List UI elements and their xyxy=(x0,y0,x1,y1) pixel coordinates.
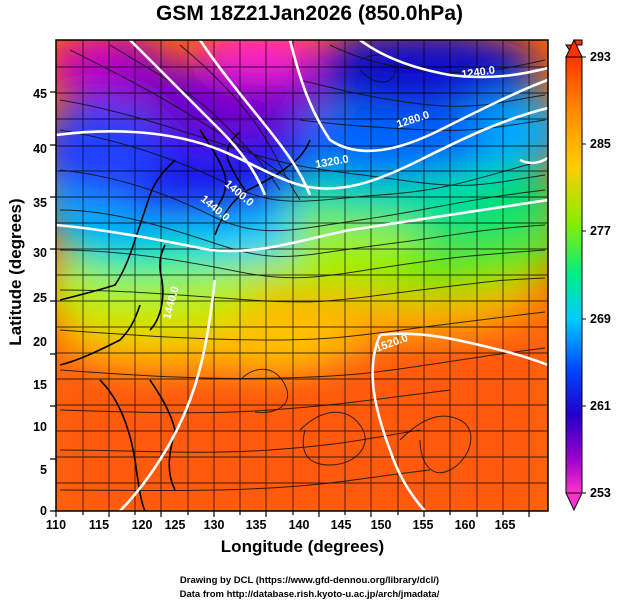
y-axis-label: Latitude (degrees) xyxy=(6,198,25,346)
colorbar-tick-label: 253 xyxy=(590,486,611,500)
plot-title: GSM 18Z21Jan2026 (850.0hPa) xyxy=(155,2,463,25)
y-tick-label: 40 xyxy=(33,142,47,156)
colorbar: 293 285 277 269 261 253 xyxy=(565,38,611,512)
y-tick-label: 10 xyxy=(33,420,47,434)
x-tick-label: 165 xyxy=(495,518,516,532)
data-credit: Data from http://database.rish.kyoto-u.a… xyxy=(179,589,440,600)
x-tick-label: 120 xyxy=(132,518,153,532)
x-tick-label: 135 xyxy=(246,518,267,532)
streamlines xyxy=(59,44,546,491)
x-tick-label: 130 xyxy=(204,518,225,532)
y-tick-label: 45 xyxy=(33,87,47,101)
contour-label: 1240.0 xyxy=(461,64,496,81)
y-tick-label: 25 xyxy=(33,291,47,305)
colorbar-tick-label: 269 xyxy=(590,312,611,326)
x-axis-label: Longitude (degrees) xyxy=(220,537,385,556)
x-tick-label: 150 xyxy=(371,518,392,532)
x-tick-label: 140 xyxy=(289,518,310,532)
y-tick-label: 20 xyxy=(33,335,47,349)
colorbar-gradient xyxy=(565,56,583,494)
x-tick-label: 155 xyxy=(413,518,434,532)
x-tick-label: 160 xyxy=(455,518,476,532)
x-tick-labels: 110 115 120 125 130 135 140 145 150 155 … xyxy=(46,518,516,532)
contour-label: 1320.0 xyxy=(314,153,349,171)
x-tick-label: 125 xyxy=(165,518,186,532)
x-tick-label: 110 xyxy=(46,518,66,532)
colorbar-tick-label: 293 xyxy=(590,50,611,64)
drawing-credit: Drawing by DCL (https://www.gfd-dennou.o… xyxy=(179,575,440,586)
plot-frame xyxy=(55,39,549,512)
colorbar-bottom-cap xyxy=(565,492,583,512)
x-tick-label: 145 xyxy=(331,518,352,532)
colorbar-tick-label: 285 xyxy=(590,137,611,151)
x-tick-label: 115 xyxy=(89,518,109,532)
colorbar-tick-label: 277 xyxy=(590,224,611,238)
y-tick-label: 0 xyxy=(40,504,47,518)
coastlines xyxy=(59,129,311,511)
y-tick-label: 30 xyxy=(33,246,47,260)
y-tick-label: 15 xyxy=(33,378,47,392)
height-contours xyxy=(56,40,548,511)
y-tick-label: 35 xyxy=(33,196,47,210)
x-tick-marks xyxy=(50,91,530,517)
temperature-field: 1240.0 1280.0 1320.0 1400.0 1440.0 1440.… xyxy=(56,40,548,511)
grid-lines xyxy=(56,40,548,511)
y-tick-label: 5 xyxy=(40,463,47,477)
y-tick-labels: 0 5 10 15 20 25 30 35 40 45 xyxy=(33,87,47,518)
colorbar-tick-label: 261 xyxy=(590,399,611,413)
